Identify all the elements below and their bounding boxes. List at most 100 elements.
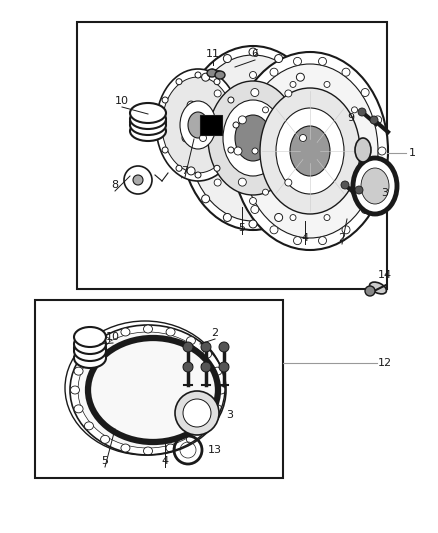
Ellipse shape (219, 342, 229, 352)
Ellipse shape (187, 435, 195, 443)
Ellipse shape (362, 148, 368, 154)
Ellipse shape (214, 90, 221, 97)
Ellipse shape (201, 195, 210, 203)
Ellipse shape (78, 332, 218, 448)
Ellipse shape (183, 362, 193, 372)
Ellipse shape (202, 422, 212, 430)
Ellipse shape (293, 58, 301, 66)
Ellipse shape (215, 71, 225, 79)
Ellipse shape (74, 327, 106, 347)
Ellipse shape (162, 97, 168, 103)
Ellipse shape (290, 82, 296, 87)
Ellipse shape (213, 405, 222, 413)
Ellipse shape (252, 148, 258, 154)
Ellipse shape (352, 189, 357, 195)
Ellipse shape (355, 138, 371, 162)
Ellipse shape (124, 166, 152, 194)
Ellipse shape (242, 64, 378, 238)
Ellipse shape (233, 122, 239, 128)
Ellipse shape (374, 116, 381, 124)
Ellipse shape (202, 350, 212, 358)
Ellipse shape (144, 447, 152, 455)
Ellipse shape (74, 341, 106, 361)
Ellipse shape (249, 48, 257, 56)
Ellipse shape (199, 134, 206, 141)
Ellipse shape (74, 334, 106, 354)
Text: 9: 9 (347, 113, 355, 123)
Ellipse shape (341, 181, 349, 189)
Ellipse shape (208, 81, 298, 195)
Ellipse shape (374, 178, 381, 186)
Ellipse shape (251, 88, 259, 96)
Ellipse shape (156, 69, 240, 181)
Ellipse shape (130, 112, 166, 132)
Ellipse shape (361, 168, 389, 204)
Ellipse shape (74, 338, 106, 358)
Ellipse shape (101, 435, 110, 443)
Text: 14: 14 (378, 270, 392, 280)
Ellipse shape (130, 121, 166, 141)
Ellipse shape (270, 226, 278, 234)
Ellipse shape (162, 77, 234, 173)
Ellipse shape (166, 444, 175, 452)
Ellipse shape (297, 195, 304, 203)
Ellipse shape (276, 108, 344, 194)
Ellipse shape (228, 147, 234, 153)
Ellipse shape (207, 69, 217, 77)
Ellipse shape (130, 103, 166, 123)
Ellipse shape (187, 101, 195, 109)
Ellipse shape (201, 73, 210, 81)
Ellipse shape (74, 348, 106, 368)
Ellipse shape (290, 215, 296, 221)
Text: 2: 2 (212, 328, 219, 338)
Bar (35, 300, 283, 478)
Ellipse shape (300, 134, 307, 141)
Ellipse shape (342, 68, 350, 76)
Ellipse shape (238, 178, 246, 186)
Ellipse shape (85, 350, 93, 358)
Ellipse shape (234, 147, 242, 155)
Ellipse shape (249, 220, 257, 228)
Ellipse shape (176, 79, 182, 85)
Text: 4: 4 (301, 233, 308, 243)
Ellipse shape (250, 198, 257, 205)
Ellipse shape (238, 116, 246, 124)
Ellipse shape (74, 367, 83, 375)
Text: 13: 13 (208, 445, 222, 455)
Ellipse shape (297, 73, 304, 81)
Ellipse shape (250, 71, 257, 78)
Ellipse shape (251, 206, 259, 214)
Ellipse shape (214, 79, 220, 85)
Ellipse shape (176, 165, 182, 171)
Ellipse shape (262, 107, 268, 113)
Text: 10: 10 (106, 332, 120, 342)
Ellipse shape (71, 386, 80, 394)
Ellipse shape (214, 165, 220, 171)
Ellipse shape (352, 107, 357, 113)
Ellipse shape (223, 213, 231, 221)
Ellipse shape (370, 282, 386, 294)
Ellipse shape (130, 109, 166, 129)
Text: 7: 7 (181, 166, 189, 176)
Ellipse shape (223, 54, 231, 62)
Ellipse shape (318, 237, 326, 245)
Text: 10: 10 (115, 96, 129, 106)
Ellipse shape (342, 226, 350, 234)
Ellipse shape (285, 90, 292, 97)
Ellipse shape (195, 172, 201, 178)
Ellipse shape (133, 175, 143, 185)
Ellipse shape (358, 108, 366, 116)
Ellipse shape (275, 54, 283, 62)
Ellipse shape (290, 126, 330, 176)
Ellipse shape (285, 179, 292, 186)
Ellipse shape (101, 337, 110, 345)
Ellipse shape (180, 101, 216, 149)
Ellipse shape (260, 88, 360, 214)
Ellipse shape (184, 400, 210, 426)
Ellipse shape (181, 46, 325, 230)
Ellipse shape (183, 342, 193, 352)
Ellipse shape (232, 52, 388, 250)
Ellipse shape (361, 88, 369, 96)
Text: 12: 12 (378, 358, 392, 368)
Ellipse shape (316, 134, 324, 142)
